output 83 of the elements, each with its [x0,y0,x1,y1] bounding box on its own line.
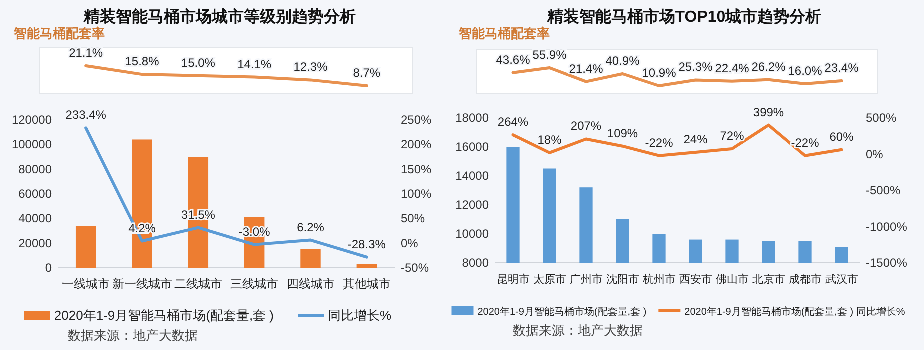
legend-label: 2020年1-9月智能马桶市场(配套量,套 ) [54,308,274,323]
y2-tick-label: 0% [401,236,419,250]
y-tick-label: 80000 [18,162,52,176]
data-label: 16.0% [788,64,823,78]
x-tick-label: 北京市 [752,273,786,286]
data-label: 15.0% [181,56,216,70]
x-tick-label: 广州市 [570,273,603,286]
data-label: 23.4% [824,61,860,75]
data-label: -22% [791,136,820,150]
y-tick-label: 100000 [12,138,52,152]
data-label: 264% [498,115,529,130]
data-label: 18% [538,132,562,147]
y-tick-label: 0 [45,261,52,275]
bar [356,264,378,268]
data-label: 6.2% [297,220,325,234]
y-tick-label: 8000 [462,256,490,270]
data-label: 22.4% [715,61,750,76]
x-tick-label: 一线城市 [62,277,110,291]
chart-title: 精装智能马桶市场TOP10城市趋势分析 [546,8,822,26]
y2-tick-label: -500% [866,184,902,198]
x-tick-label: 新一线城市 [112,277,172,291]
data-label: 25.3% [678,60,714,74]
y-tick-label: 60000 [18,187,52,201]
data-label: 10.9% [642,66,677,80]
y-tick-label: 40000 [18,212,52,226]
x-tick-label: 成都市 [788,273,822,286]
data-label: 21.1% [69,46,104,60]
chart-title: 精装智能马桶市场城市等级别趋势分析 [83,8,356,26]
data-label: 15.8% [125,54,160,69]
y-tick-label: 14000 [456,169,490,183]
x-tick-label: 沈阳市 [606,273,640,286]
data-label: 12.3% [294,60,328,74]
x-tick-label: 四线城市 [286,277,335,291]
data-label: 43.6% [496,52,531,67]
x-tick-label: 武汉市 [825,273,858,286]
data-label: -28.3% [348,237,386,252]
y2-tick-label: -1500% [866,256,908,270]
legend-label: 2020年1-9月智能马桶市场(配套量,套 ) [478,306,647,318]
x-tick-label: 昆明市 [496,273,530,286]
y-tick-label: 120000 [12,113,52,127]
bar [300,250,321,268]
y2-tick-label: -1000% [866,220,908,234]
y-tick-label: 18000 [456,111,490,125]
y2-tick-label: 200% [401,138,432,152]
y-tick-label: 10000 [456,227,490,241]
x-tick-label: 佛山市 [716,273,749,286]
data-label: 207% [570,119,602,134]
data-label: 26.2% [752,60,786,74]
y2-tick-label: 150% [401,162,432,176]
x-tick-label: 二线城市 [174,277,222,291]
data-label: 72% [720,129,745,144]
source-note: 数据来源：地产大数据 [68,328,198,343]
data-label: 233.4% [66,108,107,122]
data-label: 60% [830,130,854,144]
y2-tick-label: 250% [401,113,432,127]
y-tick-label: 16000 [456,140,490,154]
y2-tick-label: -50% [401,261,430,275]
legend-label: 2020年1-9月智能马桶市场(配套量,套 ) 同比增长% [684,306,906,318]
data-label: 40.9% [606,54,640,68]
legend-label: 同比增长% [328,308,392,323]
y2-tick-label: 500% [866,111,898,125]
y2-tick-label: 100% [401,187,432,201]
x-tick-label: 其他城市 [342,277,391,291]
x-tick-label: 三线城市 [230,277,279,291]
data-label: 21.4% [569,62,604,76]
source-note: 数据来源：地产大数据 [513,323,643,338]
data-label: 399% [753,105,784,120]
y2-tick-label: 50% [401,212,426,226]
y-tick-label: 12000 [456,198,490,212]
x-tick-label: 西安市 [679,273,712,286]
data-label: 14.1% [238,57,272,72]
data-label: 8.7% [353,66,381,80]
bar [76,226,96,268]
y2-tick-label: 0% [866,147,884,162]
chart-subtitle: 智能马桶配套率 [458,26,550,41]
data-label: 24% [684,132,708,147]
x-tick-label: 杭州市 [642,273,676,286]
chart-subtitle: 智能马桶配套率 [13,26,105,41]
data-label: 55.9% [532,48,568,62]
data-label: 109% [607,126,638,140]
y-tick-label: 20000 [18,236,52,250]
x-tick-label: 太原市 [533,273,566,286]
data-label: -22% [645,136,674,150]
